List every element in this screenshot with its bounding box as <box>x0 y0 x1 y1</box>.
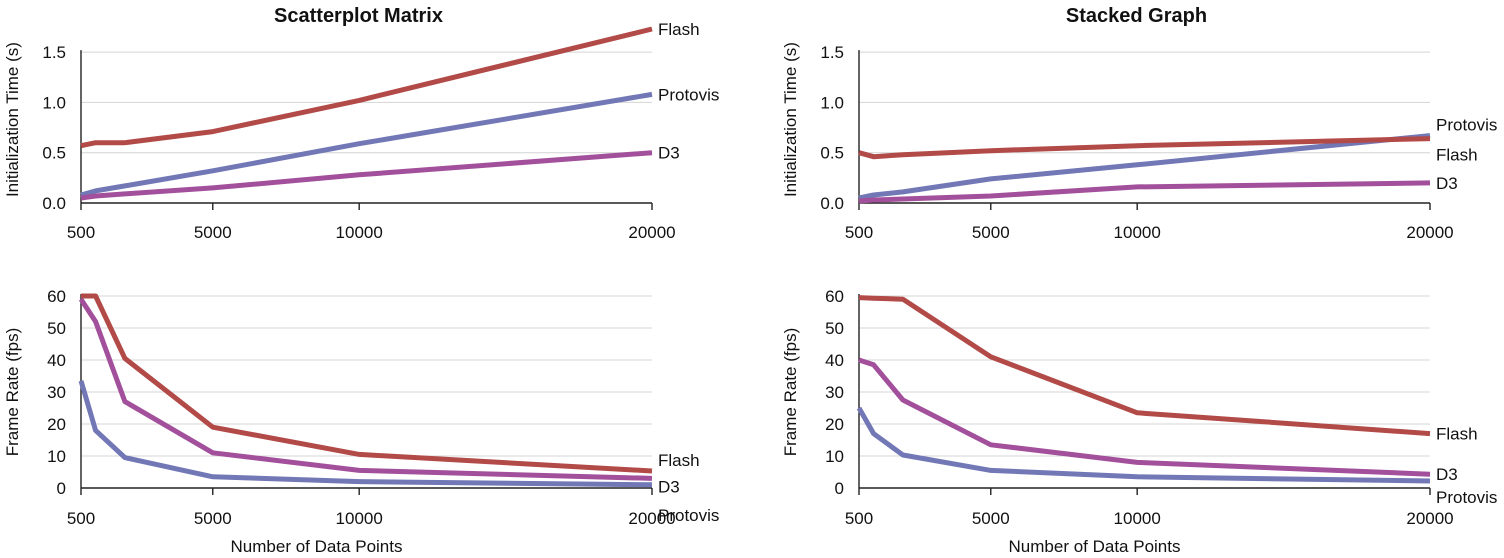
y-axis-label: Initialization Time (s) <box>781 42 800 197</box>
x-tick-label: 20000 <box>1406 223 1453 242</box>
chart-panel-2: 0.0 0.5 1.0 1.5 500 5000 10000 20000 Initializat… <box>781 5 1497 242</box>
y-tick-label: 40 <box>47 351 66 370</box>
series-line-d3 <box>78 297 653 481</box>
series-label-protovis: Protovis <box>1436 488 1497 507</box>
y-tick-label: 0 <box>835 479 844 498</box>
series-line-flash <box>858 295 1431 437</box>
series-line-protovis <box>858 133 1431 201</box>
y-tick-label: 0.5 <box>820 144 844 163</box>
x-tick-label: 5000 <box>972 509 1010 528</box>
y-tick-label: 30 <box>825 383 844 402</box>
x-tick-label: 500 <box>67 509 95 528</box>
x-tick-label: 500 <box>67 223 95 242</box>
series-label-d3: D3 <box>658 144 680 163</box>
series-line-d3 <box>80 150 653 201</box>
chart-panel-3: 0 10 20 30 40 50 60 500 5000 10000 20000 Frame Rate… <box>3 287 719 556</box>
y-tick-label: 0.0 <box>42 194 66 213</box>
y-tick-label: 1.0 <box>42 93 66 112</box>
x-tick-label: 20000 <box>628 223 675 242</box>
y-axis-label: Frame Rate (fps) <box>3 328 22 456</box>
y-tick-label: 20 <box>47 415 66 434</box>
series-label-d3: D3 <box>1436 174 1458 193</box>
y-tick-label: 60 <box>47 287 66 306</box>
x-tick-label: 10000 <box>1114 223 1161 242</box>
x-tick-label: 20000 <box>628 509 675 528</box>
series-label-flash: Flash <box>658 451 700 470</box>
x-tick-label: 10000 <box>336 223 383 242</box>
x-tick-label: 500 <box>845 223 873 242</box>
y-tick-label: 0 <box>57 479 66 498</box>
x-tick-label: 10000 <box>336 509 383 528</box>
y-axis-label: Initialization Time (s) <box>3 42 22 197</box>
series-line-protovis <box>80 91 653 198</box>
series-line-flash <box>80 26 653 149</box>
series-line-flash <box>81 293 653 474</box>
x-tick-label: 20000 <box>1406 509 1453 528</box>
x-axis-label: Number of Data Points <box>231 537 403 556</box>
y-tick-label: 0.5 <box>42 144 66 163</box>
y-tick-label: 1.5 <box>42 43 66 62</box>
series-label-d3: D3 <box>658 477 680 496</box>
y-tick-label: 60 <box>825 287 844 306</box>
series-line-d3 <box>858 180 1431 204</box>
x-axis-label: Number of Data Points <box>1009 537 1181 556</box>
x-tick-label: 10000 <box>1114 509 1161 528</box>
y-axis-label: Frame Rate (fps) <box>781 328 800 456</box>
y-tick-label: 1.0 <box>820 93 844 112</box>
chart-title: Scatterplot Matrix <box>274 5 443 27</box>
y-tick-label: 50 <box>47 319 66 338</box>
y-tick-label: 50 <box>825 319 844 338</box>
series-label-flash: Flash <box>658 20 700 39</box>
series-line-flash <box>858 136 1431 160</box>
y-tick-label: 1.5 <box>820 43 844 62</box>
y-tick-label: 20 <box>825 415 844 434</box>
y-tick-label: 40 <box>825 351 844 370</box>
x-tick-label: 5000 <box>194 509 232 528</box>
series-label-protovis: Protovis <box>658 506 719 525</box>
y-tick-label: 0.0 <box>820 194 844 213</box>
chart-title: Stacked Graph <box>1066 5 1207 27</box>
y-tick-label: 30 <box>47 383 66 402</box>
x-tick-label: 5000 <box>972 223 1010 242</box>
chart-panel-4: 0 10 20 30 40 50 60 500 5000 10000 20000 Frame Rate… <box>781 287 1497 556</box>
y-tick-label: 10 <box>825 447 844 466</box>
series-label-d3: D3 <box>1436 465 1458 484</box>
y-tick-label: 10 <box>47 447 66 466</box>
series-line-protovis <box>78 380 653 488</box>
series-label-flash: Flash <box>1436 146 1478 165</box>
chart-panel-1: 0.0 0.5 1.0 1.5 500 5000 10000 20000 Initializat… <box>3 5 719 242</box>
series-label-flash: Flash <box>1436 425 1478 444</box>
series-label-protovis: Protovis <box>658 85 719 104</box>
x-tick-label: 5000 <box>194 223 232 242</box>
series-line-protovis <box>856 406 1431 484</box>
series-line-d3 <box>858 357 1431 477</box>
series-label-protovis: Protovis <box>1436 116 1497 135</box>
x-tick-label: 500 <box>845 509 873 528</box>
